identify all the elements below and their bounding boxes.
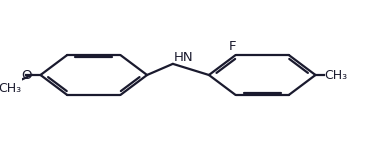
Text: CH₃: CH₃ xyxy=(324,69,347,81)
Text: O: O xyxy=(21,69,31,81)
Text: HN: HN xyxy=(174,51,194,64)
Text: F: F xyxy=(228,40,236,53)
Text: CH₃: CH₃ xyxy=(0,82,22,95)
